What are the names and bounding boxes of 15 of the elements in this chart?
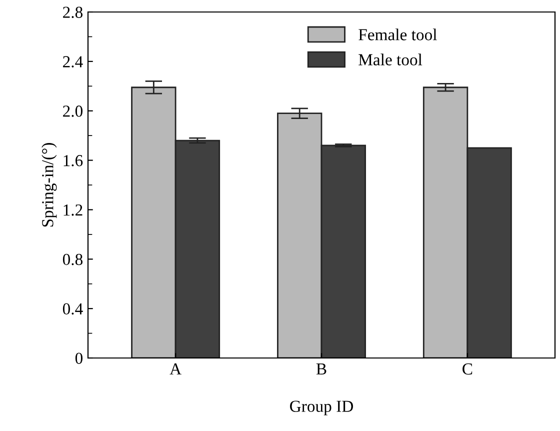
x-axis-title: Group ID: [290, 400, 354, 416]
y-axis-title: Spring-in/(°): [42, 143, 57, 227]
y-tick-label: 2.0: [63, 106, 83, 117]
y-tick-label: 1.6: [64, 155, 83, 166]
x-tick-label: A: [170, 363, 182, 374]
legend-label: Male tool: [358, 54, 422, 66]
y-tick-label: 0.4: [62, 303, 83, 315]
y-tick-label: 2.4: [63, 56, 83, 68]
y-tick-label: 0: [75, 352, 83, 364]
y-tick-label: 2.8: [63, 6, 83, 18]
x-tick-label: C: [462, 363, 472, 375]
x-tick-label: B: [316, 364, 326, 374]
y-tick-label: 0.8: [62, 254, 83, 266]
y-tick-label: 1.2: [64, 204, 82, 216]
legend-label: Female tool: [358, 28, 437, 40]
